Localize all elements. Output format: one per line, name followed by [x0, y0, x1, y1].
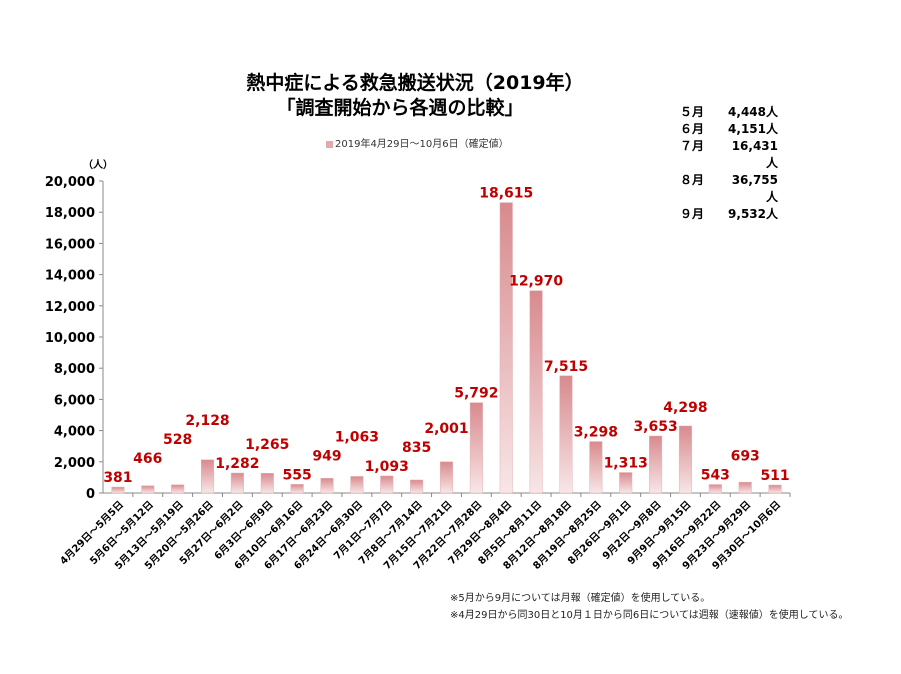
y-tick-label: 6,000: [54, 393, 95, 408]
note-1: ※5月から9月については月報（確定値）を使用している。: [450, 593, 711, 604]
bar: [350, 476, 364, 494]
month-value: 9,532人: [728, 207, 778, 221]
y-tick-label: 16,000: [45, 237, 95, 252]
month-label: ９月: [680, 207, 705, 221]
bar: [230, 472, 244, 494]
data-label: 7,515: [544, 359, 588, 375]
month-value: 36,755人: [731, 173, 778, 204]
data-label: 1,063: [335, 429, 379, 445]
y-tick-label: 8,000: [54, 362, 95, 377]
bar: [201, 459, 215, 494]
bar: [678, 425, 692, 494]
data-label: 1,093: [365, 459, 409, 475]
bar: [708, 484, 722, 494]
bar: [589, 441, 603, 494]
y-tick-label: 4,000: [54, 425, 95, 440]
y-tick-label: 2,000: [54, 456, 95, 471]
y-tick-label: 18,000: [45, 206, 95, 221]
bar: [171, 484, 185, 494]
monthly-row: ７月 16,431人: [680, 138, 778, 172]
y-tick-label: 0: [86, 487, 95, 502]
data-label: 466: [133, 451, 162, 467]
legend: 2019年4月29日～10月6日（確定値）: [326, 135, 509, 150]
bar: [529, 290, 543, 494]
bar: [290, 484, 304, 494]
data-label: 693: [731, 449, 760, 465]
y-tick-label: 10,000: [45, 331, 95, 346]
data-label: 511: [760, 468, 789, 484]
bar: [768, 484, 782, 494]
bar: [619, 472, 633, 494]
monthly-row: ６月 4,151人: [680, 121, 778, 138]
data-label: 1,313: [604, 456, 648, 472]
bar: [738, 481, 752, 494]
bar: [380, 475, 394, 494]
note-2: ※4月29日から同30日と10月１日から同6日については週報（速報値）を使用して…: [450, 610, 849, 621]
monthly-row: ９月 9,532人: [680, 206, 778, 223]
monthly-row: ８月 36,755人: [680, 172, 778, 206]
bar: [559, 375, 573, 494]
monthly-totals: ５月 4,448人 ６月 4,151人 ７月 16,431人 ８月 36,755人 ９月 9,53…: [680, 104, 778, 223]
data-label: 5,792: [454, 386, 498, 402]
bar: [111, 486, 125, 494]
bar: [320, 477, 334, 494]
data-label: 555: [283, 467, 312, 483]
bar: [141, 485, 155, 494]
data-label: 2,001: [424, 421, 468, 437]
data-label: 543: [701, 468, 730, 484]
legend-swatch: [326, 140, 333, 148]
data-label: 835: [402, 440, 431, 456]
bar: [410, 479, 424, 494]
data-label: 528: [163, 432, 192, 448]
month-value: 4,151人: [728, 122, 778, 136]
month-label: ８月: [680, 173, 705, 187]
month-value: 4,448人: [728, 105, 778, 119]
data-label: 3,298: [574, 425, 618, 441]
y-tick-label: 12,000: [45, 300, 95, 315]
data-label: 18,615: [479, 186, 533, 202]
month-label: ５月: [680, 105, 705, 119]
data-label: 1,265: [245, 437, 289, 453]
data-label: 12,970: [509, 274, 563, 290]
data-label: 3,653: [633, 419, 677, 435]
monthly-row: ５月 4,448人: [680, 104, 778, 121]
y-tick-label: 20,000: [45, 175, 95, 190]
month-label: ７月: [680, 139, 705, 153]
bar: [260, 473, 274, 494]
month-label: ６月: [680, 122, 705, 136]
data-label: 4,298: [663, 400, 707, 416]
y-tick-label: 14,000: [45, 269, 95, 284]
data-label: 1,282: [215, 456, 259, 472]
bar: [439, 461, 454, 494]
y-axis-label: （人）: [83, 158, 113, 171]
bar: [469, 402, 483, 494]
data-label: 2,128: [185, 413, 229, 429]
month-value: 16,431人: [731, 139, 778, 170]
chart-title: 熱中症による救急搬送状況（2019年）: [246, 72, 584, 94]
bar: [649, 435, 663, 494]
legend-label: 2019年4月29日～10月6日（確定値）: [335, 139, 509, 150]
chart-subtitle: 「調査開始から各週の比較」: [276, 97, 524, 119]
data-label: 949: [312, 448, 341, 464]
data-label: 381: [103, 470, 132, 486]
bar: [499, 202, 513, 494]
